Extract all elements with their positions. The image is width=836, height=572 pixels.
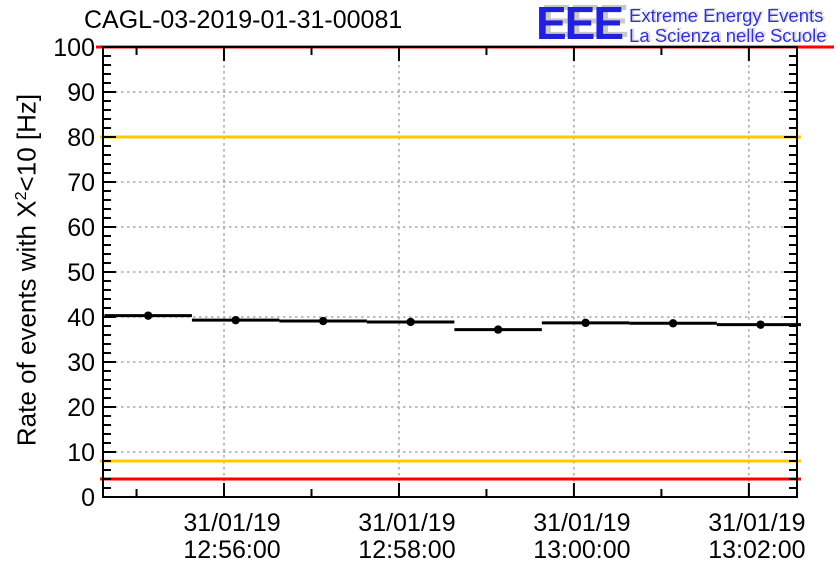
x-tick-label-date: 31/01/19	[533, 509, 630, 537]
x-tick-label-date: 31/01/19	[708, 509, 805, 537]
y-tick-label: 60	[67, 214, 95, 242]
eee-logo: EEE Extreme Energy Events La Scienza nel…	[536, 0, 827, 49]
y-tick-label: 0	[81, 484, 95, 512]
logo-tagline-2: La Scienza nelle Scuole	[629, 24, 827, 46]
data-point	[756, 320, 765, 329]
y-tick-label: 10	[67, 439, 95, 467]
data-point	[143, 311, 153, 320]
data-point	[493, 325, 503, 334]
y-tick-label: 20	[67, 394, 95, 422]
data-point	[406, 317, 415, 327]
y-tick-label: 70	[67, 169, 95, 197]
x-tick-label-time: 12:56:00	[183, 536, 280, 564]
x-tick-label-time: 12:58:00	[358, 536, 455, 564]
x-tick-label-time: 13:00:00	[533, 536, 630, 564]
y-tick-label: 80	[67, 124, 95, 152]
logo-tagline-1: Extreme Energy Events	[629, 5, 824, 26]
eee-logo-taglines: Extreme Energy Events La Scienza nelle S…	[629, 3, 826, 45]
y-tick-label: 50	[67, 259, 95, 287]
x-tick-label-time: 13:02:00	[708, 536, 805, 564]
data-point	[318, 316, 328, 326]
data-point	[231, 315, 240, 325]
y-tick-label: 90	[67, 79, 95, 107]
data-point	[668, 319, 678, 328]
eee-logo-acronym: EEE	[536, 0, 624, 49]
y-tick-label: 30	[67, 349, 95, 377]
y-tick-label: 100	[53, 34, 95, 62]
data-point	[581, 318, 590, 328]
x-tick-label-date: 31/01/19	[358, 509, 455, 537]
x-tick-label-date: 31/01/19	[183, 509, 280, 537]
y-tick-label: 40	[67, 304, 95, 332]
plot-title: CAGL-03-2019-01-31-00081	[84, 6, 403, 34]
